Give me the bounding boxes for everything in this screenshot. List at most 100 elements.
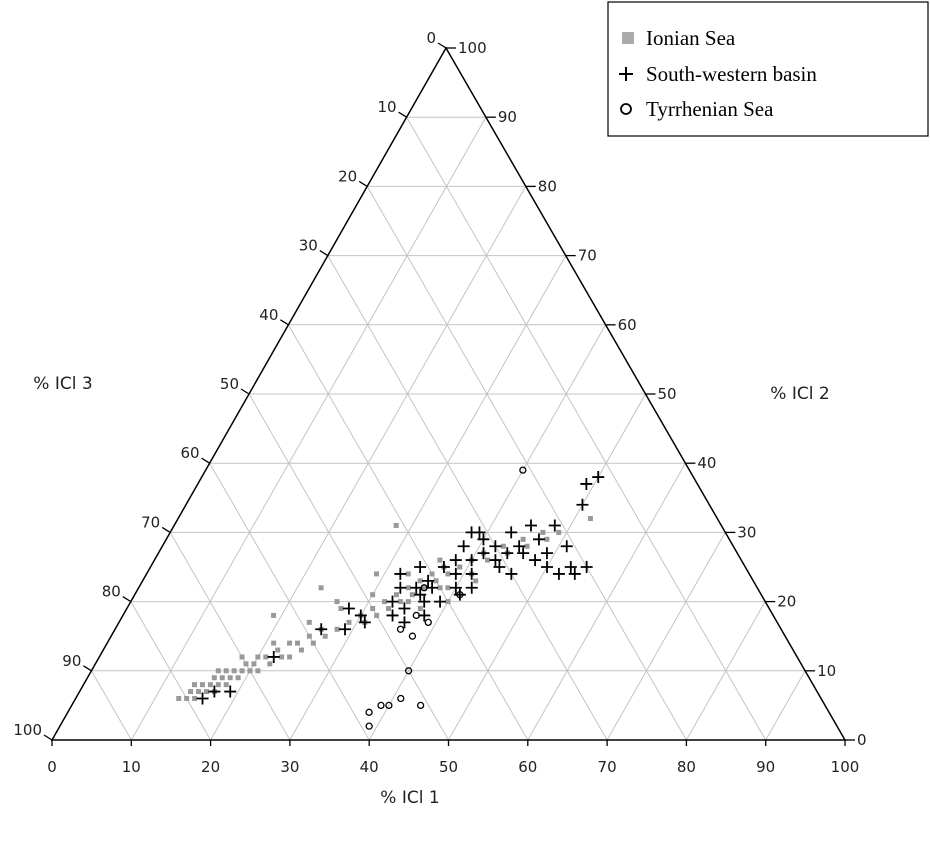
south-western-basin-point-52 xyxy=(453,588,466,601)
south-western-basin-point-47 xyxy=(418,609,431,622)
ionian-sea-point-35 xyxy=(334,626,340,632)
south-western-basin-point-15 xyxy=(449,554,462,567)
tick-label-icl2-0: 0 xyxy=(857,731,867,749)
ionian-sea-point-62 xyxy=(524,543,530,549)
tick-icl3-30 xyxy=(319,250,329,257)
south-western-basin-point-27 xyxy=(493,561,506,573)
grid-line-icl1-10 xyxy=(130,116,487,741)
ionian-sea-point-40 xyxy=(374,612,380,618)
grid-line-icl3-60 xyxy=(209,462,370,741)
south-western-basin-point-50 xyxy=(386,609,399,622)
ionian-sea-point-75 xyxy=(417,606,423,612)
south-western-basin-point-17 xyxy=(449,567,462,580)
south-western-basin-point-20 xyxy=(477,547,490,560)
south-western-basin-point-36 xyxy=(552,567,565,580)
grid-line-icl3-50 xyxy=(248,393,449,741)
south-western-basin-point-28 xyxy=(513,540,526,553)
ionian-sea-point-2 xyxy=(188,689,194,695)
tick-label-icl1-30: 30 xyxy=(280,758,299,776)
tyrrhenian-sea-point-13 xyxy=(456,591,464,599)
grid-line-icl3-30 xyxy=(327,255,608,741)
ionian-sea-point-4 xyxy=(196,689,202,695)
ionian-sea-point-24 xyxy=(267,661,273,667)
tick-label-icl2-40: 40 xyxy=(697,454,716,472)
ionian-sea-point-73 xyxy=(405,571,411,577)
south-western-basin-point-43 xyxy=(592,471,605,484)
tyrrhenian-sea-point-3 xyxy=(396,625,405,633)
tyrrhenian-sea-point-5 xyxy=(377,701,385,710)
tick-label-icl2-30: 30 xyxy=(737,523,756,541)
legend-box xyxy=(607,1,929,137)
ionian-sea-point-63 xyxy=(540,529,546,535)
tick-icl3-0 xyxy=(437,42,447,49)
tick-label-icl2-90: 90 xyxy=(498,108,517,126)
tick-label-icl3-100: 100 xyxy=(13,721,42,739)
ionian-sea-point-67 xyxy=(393,522,399,528)
ionian-sea-point-23 xyxy=(263,654,269,660)
ionian-sea-point-30 xyxy=(298,647,304,653)
grid-line-icl3-90 xyxy=(90,670,132,741)
ionian-sea-point-36 xyxy=(346,619,352,625)
grid-line-icl1-30 xyxy=(289,255,567,741)
tyrrhenian-sea-point-2 xyxy=(420,584,428,592)
south-western-basin-point-14 xyxy=(437,561,450,573)
grid-line-icl1-70 xyxy=(606,532,726,741)
tick-label-icl2-50: 50 xyxy=(658,385,677,403)
south-western-basin-point-5 xyxy=(342,602,355,615)
legend-label-tyrrhenian-sea: Tyrrhenian Sea xyxy=(646,97,774,121)
tick-icl3-40 xyxy=(280,319,289,326)
ionian-sea-point-28 xyxy=(287,654,293,660)
tick-marks xyxy=(43,42,855,746)
south-western-basin-point-31 xyxy=(532,533,545,546)
south-western-basin-point-4 xyxy=(315,623,328,636)
ionian-sea-point-76 xyxy=(445,585,451,591)
ionian-sea-point-53 xyxy=(445,571,451,577)
ionian-sea-point-1 xyxy=(184,695,190,701)
south-western-basin-point-13 xyxy=(422,574,435,587)
ionian-sea-point-0 xyxy=(176,695,182,701)
bottom-axis-title: % ICl 1 xyxy=(380,788,439,808)
tick-label-icl1-50: 50 xyxy=(439,758,458,776)
ionian-sea-point-6 xyxy=(203,689,209,695)
south-western-basin-point-55 xyxy=(505,567,518,580)
ionian-sea-point-71 xyxy=(374,571,380,577)
south-western-basin-point-32 xyxy=(529,554,542,567)
tick-label-icl3-20: 20 xyxy=(338,167,357,185)
ionian-sea-point-46 xyxy=(409,592,415,598)
ionian-sea-point-12 xyxy=(223,668,229,674)
grid-line-icl1-80 xyxy=(685,601,766,741)
tick-icl3-90 xyxy=(83,665,92,672)
south-western-basin-point-9 xyxy=(394,567,407,580)
ionian-sea-point-3 xyxy=(192,695,198,701)
ionian-sea-point-39 xyxy=(370,606,376,612)
tick-icl3-60 xyxy=(201,457,210,464)
left-axis-title: % ICl 3 xyxy=(33,374,92,394)
south-western-basin-point-3 xyxy=(267,650,280,663)
tyrrhenian-sea-point-8 xyxy=(385,701,393,710)
south-western-basin-point-29 xyxy=(524,519,537,532)
tyrrhenian-sea-point-11 xyxy=(424,618,432,627)
tick-label-icl3-70: 70 xyxy=(141,513,160,531)
ionian-sea-point-81 xyxy=(215,668,221,674)
tick-label-icl2-100: 100 xyxy=(458,39,487,57)
south-western-basin-point-45 xyxy=(473,526,486,539)
ionian-sea-point-10 xyxy=(215,682,221,688)
tyrrhenian-sea-point-6 xyxy=(365,708,373,716)
ionian-sea-point-43 xyxy=(393,592,399,598)
ionian-sea-point-48 xyxy=(421,585,427,591)
south-western-basin-point-12 xyxy=(414,588,427,601)
tick-labels: 0 0 0 10 10 10 20 20 20 30 30 30 40 40 40 50 50 50 60 60 60 7… xyxy=(13,29,866,776)
south-western-basin-point-30 xyxy=(517,547,530,560)
ionian-sea-point-64 xyxy=(544,536,550,542)
south-western-basin-point-56 xyxy=(394,581,407,594)
legend: Ionian Sea South-western basin Tyrrhenia… xyxy=(607,1,929,137)
ionian-sea-point-7 xyxy=(207,682,213,688)
tick-label-icl1-100: 100 xyxy=(831,758,860,776)
south-western-basin-point-54 xyxy=(410,581,423,594)
ionian-sea-point-19 xyxy=(247,668,253,674)
south-western-basin-point-2 xyxy=(224,685,237,698)
south-western-basin-point-37 xyxy=(564,561,577,573)
tyrrhenian-sea-point-0 xyxy=(519,466,527,474)
legend-label-south-western-basin: South-western basin xyxy=(646,62,817,86)
